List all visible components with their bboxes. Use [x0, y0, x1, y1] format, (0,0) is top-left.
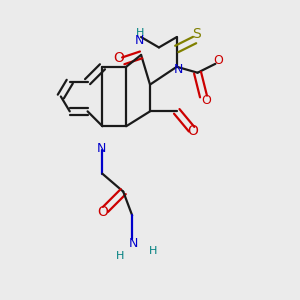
Text: O: O [113, 51, 124, 65]
Text: O: O [202, 94, 212, 107]
Text: S: S [192, 27, 200, 41]
Text: N: N [173, 63, 183, 76]
Text: H: H [116, 250, 124, 260]
Text: O: O [213, 54, 223, 67]
Text: H: H [149, 246, 157, 256]
Text: N: N [129, 237, 138, 250]
Text: O: O [188, 124, 199, 138]
Text: O: O [97, 206, 108, 219]
Text: H: H [135, 28, 144, 38]
Text: N: N [96, 142, 106, 155]
Text: N: N [135, 34, 144, 46]
